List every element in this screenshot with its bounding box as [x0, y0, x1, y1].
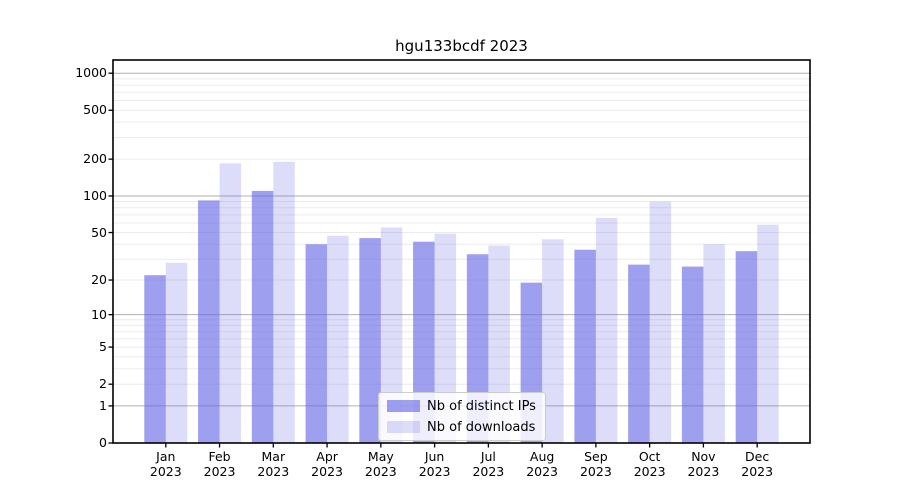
- x-axis-tick-label-feb: Feb 2023: [203, 449, 236, 479]
- bar-downloads-Apr: [327, 235, 349, 443]
- plot-border: [112, 59, 811, 444]
- y-axis-tick-label: 10: [91, 306, 107, 322]
- bar-distinct-ips-Dec: [735, 251, 758, 443]
- x-axis-tick-label-jul: Jul 2023: [472, 449, 505, 479]
- bar-distinct-ips-Nov: [681, 266, 704, 443]
- y-axis-tick-label: 1: [99, 397, 107, 413]
- legend: Nb of distinct IPs Nb of downloads: [378, 392, 546, 441]
- x-axis-tick-label-aug: Aug 2023: [526, 449, 559, 479]
- y-axis-tick-label: 5: [99, 339, 107, 355]
- legend-label-distinct-ips: Nb of distinct IPs: [427, 398, 536, 414]
- bar-downloads-Jun: [434, 233, 457, 443]
- y-axis-tick-label: 50: [91, 224, 107, 240]
- chart-title: hgu133bcdf 2023: [395, 37, 528, 55]
- bar-distinct-ips-May: [359, 238, 381, 443]
- y-axis-tick-label: 0: [99, 435, 107, 450]
- bar-distinct-ips-Mar: [251, 190, 274, 443]
- bar-downloads-Oct: [649, 201, 672, 443]
- bar-downloads-Feb: [219, 163, 242, 444]
- bar-distinct-ips-Oct: [628, 264, 650, 443]
- bar-downloads-May: [380, 227, 403, 443]
- legend-item-distinct-ips: Nb of distinct IPs: [387, 398, 536, 414]
- bar-downloads-Mar: [273, 161, 295, 443]
- x-axis-tick-label-jun: Jun 2023: [418, 449, 451, 479]
- bar-distinct-ips-Apr: [305, 244, 328, 443]
- x-axis-tick-label-sep: Sep 2023: [579, 449, 612, 479]
- x-axis-tick-label-dec: Dec 2023: [741, 449, 774, 479]
- x-axis-tick-label-may: May 2023: [364, 449, 397, 479]
- bar-distinct-ips-Feb: [198, 200, 220, 443]
- y-axis-tick-label: 100: [83, 187, 107, 203]
- x-axis-tick-label-jan: Jan 2023: [149, 449, 182, 479]
- distinct-ips-swatch-icon: [387, 400, 420, 412]
- bar-distinct-ips-Jan: [144, 275, 166, 443]
- y-axis-tick-label: 200: [83, 151, 107, 167]
- bar-downloads-Aug: [542, 239, 564, 443]
- y-axis-tick-label: 2: [99, 376, 107, 392]
- y-axis-tick-label: 1000: [75, 65, 107, 81]
- bar-downloads-Sep: [595, 217, 618, 443]
- y-axis-tick-label: 20: [91, 272, 107, 288]
- x-axis-tick-label-nov: Nov 2023: [687, 449, 720, 479]
- x-axis-tick-label-oct: Oct 2023: [633, 449, 666, 479]
- legend-label-downloads: Nb of downloads: [427, 419, 536, 435]
- x-axis-tick-label-mar: Mar 2023: [257, 449, 290, 479]
- legend-item-downloads: Nb of downloads: [387, 419, 536, 435]
- x-axis-tick-label-apr: Apr 2023: [311, 449, 343, 479]
- bar-downloads-Jan: [165, 262, 188, 443]
- bar-distinct-ips-Sep: [574, 249, 596, 443]
- y-axis-tick-label: 500: [83, 102, 107, 118]
- downloads-swatch-icon: [387, 421, 420, 433]
- bar-downloads-Dec: [757, 224, 779, 443]
- bar-downloads-Nov: [703, 244, 725, 443]
